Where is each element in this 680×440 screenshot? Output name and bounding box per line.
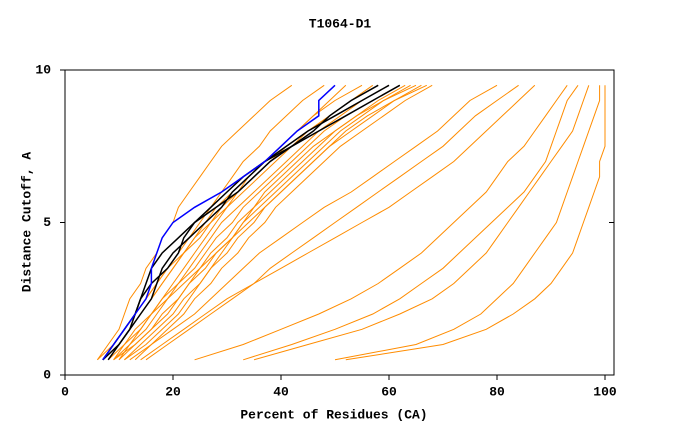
y-tick-label: 0 xyxy=(43,367,51,382)
x-tick-label: 20 xyxy=(165,384,181,399)
series-line xyxy=(140,84,536,361)
series-line xyxy=(113,84,411,361)
y-tick-label: 10 xyxy=(35,62,51,77)
x-tick-label: 60 xyxy=(381,384,397,399)
series-line xyxy=(134,84,498,361)
y-tick-label: 5 xyxy=(43,215,51,230)
series-line xyxy=(113,84,428,361)
series-line xyxy=(102,84,379,361)
series-line xyxy=(102,84,325,361)
chart-title: T1064-D1 xyxy=(309,16,372,31)
series-line xyxy=(253,85,590,361)
plot-frame xyxy=(64,69,615,376)
series-line xyxy=(194,85,568,361)
x-tick-label: 40 xyxy=(273,384,289,399)
series-line xyxy=(334,85,601,361)
series-line xyxy=(102,84,336,361)
x-tick-label: 80 xyxy=(489,384,505,399)
x-axis-label: Percent of Residues (CA) xyxy=(240,407,427,422)
series-line xyxy=(129,84,433,361)
series-line xyxy=(124,84,422,361)
x-tick-label: 100 xyxy=(593,384,617,399)
series-line xyxy=(124,84,417,361)
series-line xyxy=(243,85,579,361)
y-axis-label: Distance Cutoff, A xyxy=(19,152,34,293)
series-line xyxy=(145,84,519,361)
x-tick-label: 0 xyxy=(61,384,69,399)
series-line xyxy=(107,84,401,361)
series-line xyxy=(345,85,606,361)
